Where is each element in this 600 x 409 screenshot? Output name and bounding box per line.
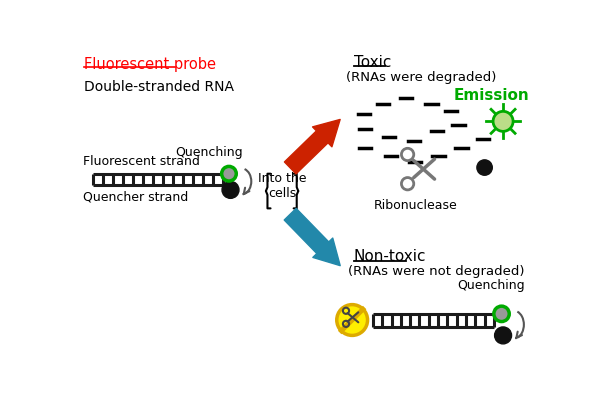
Text: Emission: Emission xyxy=(454,88,530,102)
Circle shape xyxy=(477,160,493,176)
Circle shape xyxy=(493,112,513,132)
Text: Into the
cells: Into the cells xyxy=(258,172,307,200)
Circle shape xyxy=(222,182,239,199)
Text: Quenching: Quenching xyxy=(175,146,243,159)
FancyArrowPatch shape xyxy=(284,209,340,266)
Text: Double-stranded RNA: Double-stranded RNA xyxy=(84,80,234,94)
Text: Fluorescent probe: Fluorescent probe xyxy=(84,57,216,72)
Text: (RNAs were not degraded): (RNAs were not degraded) xyxy=(347,264,524,277)
Text: Toxic: Toxic xyxy=(354,55,391,70)
Circle shape xyxy=(494,327,512,344)
Text: Non-toxic: Non-toxic xyxy=(354,249,426,264)
Circle shape xyxy=(337,305,368,336)
Text: Quencher strand: Quencher strand xyxy=(83,190,188,202)
Text: Quenching: Quenching xyxy=(457,278,524,291)
Text: Fluorescent strand: Fluorescent strand xyxy=(83,155,200,168)
FancyArrowPatch shape xyxy=(284,120,340,175)
Circle shape xyxy=(494,306,509,322)
Circle shape xyxy=(221,167,236,182)
Text: Ribonuclease: Ribonuclease xyxy=(373,199,457,212)
Text: (RNAs were degraded): (RNAs were degraded) xyxy=(346,71,496,83)
